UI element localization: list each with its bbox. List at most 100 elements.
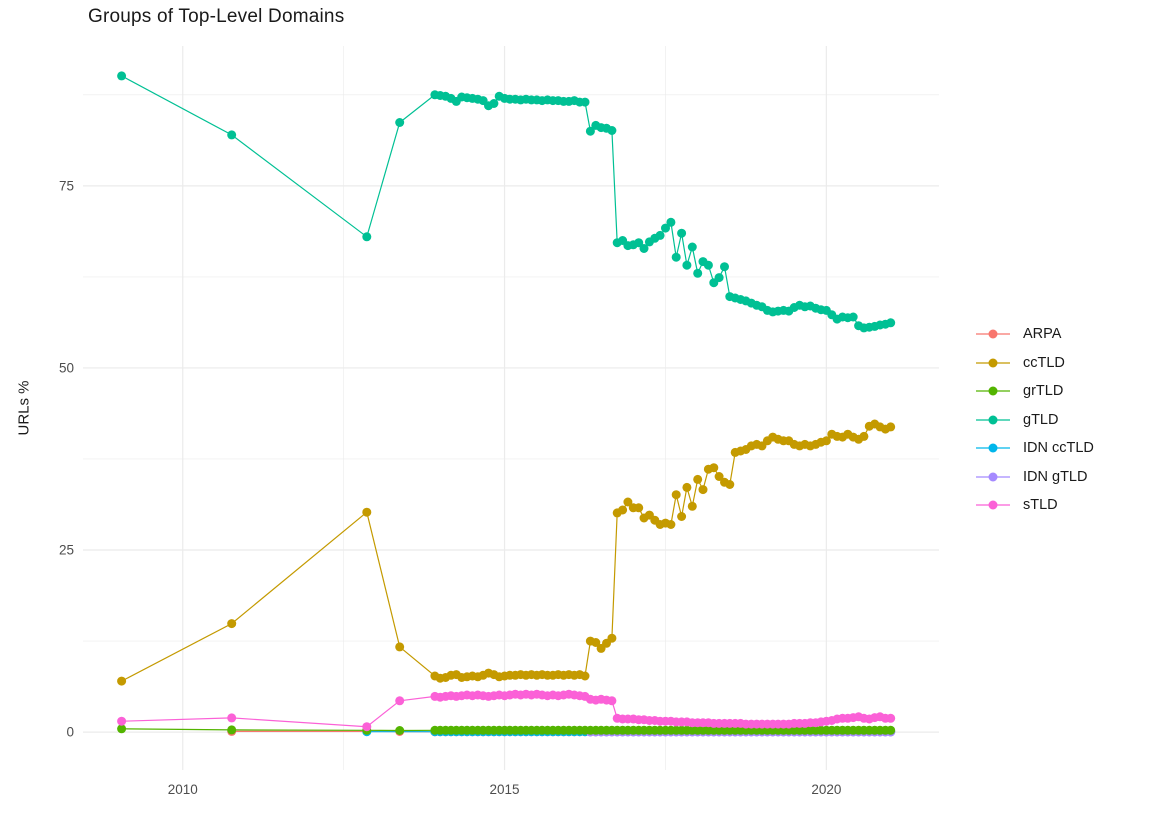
series-point (395, 642, 405, 652)
series-line (121, 75, 891, 329)
legend-item-stld: sTLD (975, 491, 1094, 520)
series-point (687, 501, 697, 511)
series-point (703, 260, 713, 270)
legend-item-idn-cctld: IDN ccTLD (975, 434, 1094, 463)
series-point (227, 713, 237, 723)
legend-label: IDN gTLD (1023, 468, 1088, 485)
legend-key-point (988, 443, 998, 453)
series-point (859, 431, 869, 441)
legend-key-point (988, 386, 998, 396)
legend-label: IDN ccTLD (1023, 440, 1094, 457)
series-line (121, 423, 891, 682)
series-point (682, 260, 692, 270)
y-axis-tick-label: 50 (59, 360, 74, 375)
series-point (886, 422, 896, 432)
y-axis-tick-label: 25 (59, 543, 74, 558)
series-point (698, 485, 708, 495)
series-point (117, 724, 127, 734)
series-point (655, 230, 665, 240)
series-point (580, 97, 590, 107)
series-point (117, 676, 127, 686)
series-point (886, 725, 896, 735)
series-point (489, 99, 499, 108)
legend-key-icon (976, 472, 1010, 482)
series-point (607, 633, 617, 643)
legend-key-icon (976, 358, 1010, 368)
series-point (618, 505, 628, 515)
legend-key-icon (976, 443, 1010, 453)
series-point (682, 482, 692, 492)
legend-item-gtld: gTLD (975, 406, 1094, 435)
series-point (693, 474, 703, 484)
series-point (661, 223, 670, 233)
series-point (395, 118, 405, 127)
legend-label: ccTLD (1023, 354, 1065, 371)
series-point (848, 312, 858, 322)
series-point (607, 696, 617, 706)
chart-title: Groups of Top-Level Domains (88, 6, 345, 27)
x-axis-tick-label: 2010 (168, 782, 198, 797)
legend-item-arpa: ARPA (975, 320, 1094, 349)
series-point (709, 463, 719, 473)
series-point (623, 497, 633, 507)
legend-label: gTLD (1023, 411, 1059, 428)
series-point (591, 638, 601, 647)
series-point (362, 722, 372, 732)
series-point (666, 217, 676, 227)
series-point (693, 268, 703, 278)
legend-key-point (988, 472, 998, 482)
series-point (886, 318, 896, 328)
series-point (821, 436, 831, 446)
series-point (725, 480, 735, 489)
legend-key-icon (976, 500, 1010, 510)
series-point (227, 725, 237, 735)
series-gtld (117, 71, 896, 333)
legend-key-icon (976, 415, 1010, 425)
series-point (720, 262, 729, 272)
series-point (639, 244, 649, 253)
legend-key-icon (976, 386, 1010, 396)
series-point (677, 512, 687, 521)
x-axis-tick-label: 2015 (490, 782, 520, 797)
legend-label: sTLD (1023, 497, 1058, 514)
series-point (585, 126, 595, 136)
series-point (714, 273, 724, 283)
series-point (671, 252, 681, 262)
series-grtld (117, 724, 896, 735)
series-point (227, 619, 237, 629)
legend-key-point (988, 415, 998, 425)
series-point (607, 126, 617, 135)
legend-key-point (988, 358, 998, 368)
legend-item-grtld: grTLD (975, 377, 1094, 406)
series-point (671, 490, 681, 500)
y-axis-tick-label: 0 (66, 725, 74, 740)
series-point (227, 130, 237, 140)
series-point (677, 228, 687, 238)
series-point (117, 716, 127, 726)
series-point (362, 507, 372, 517)
legend-label: ARPA (1023, 326, 1062, 343)
x-axis-tick-label: 2020 (811, 782, 841, 797)
series-point (395, 696, 405, 706)
series-point (714, 472, 724, 481)
series-point (886, 713, 896, 723)
y-axis-tick-label: 75 (59, 178, 74, 193)
series-point (117, 71, 127, 81)
legend-key-point (988, 500, 998, 510)
legend-key-point (988, 329, 998, 339)
series-stld (117, 689, 896, 732)
series-point (362, 232, 372, 242)
legend: ARPA ccTLD grTLD gTLD IDN ccTLD IDN gTLD sTLD (975, 320, 1094, 520)
series-point (395, 726, 405, 735)
legend-item-idn-gtld: IDN gTLD (975, 463, 1094, 492)
legend-label: grTLD (1023, 383, 1064, 400)
series-point (666, 520, 676, 529)
series-cctld (117, 419, 896, 686)
series-point (687, 242, 697, 252)
legend-key-icon (976, 329, 1010, 339)
series-point (634, 238, 644, 248)
series-point (634, 503, 644, 513)
legend-item-cctld: ccTLD (975, 349, 1094, 378)
